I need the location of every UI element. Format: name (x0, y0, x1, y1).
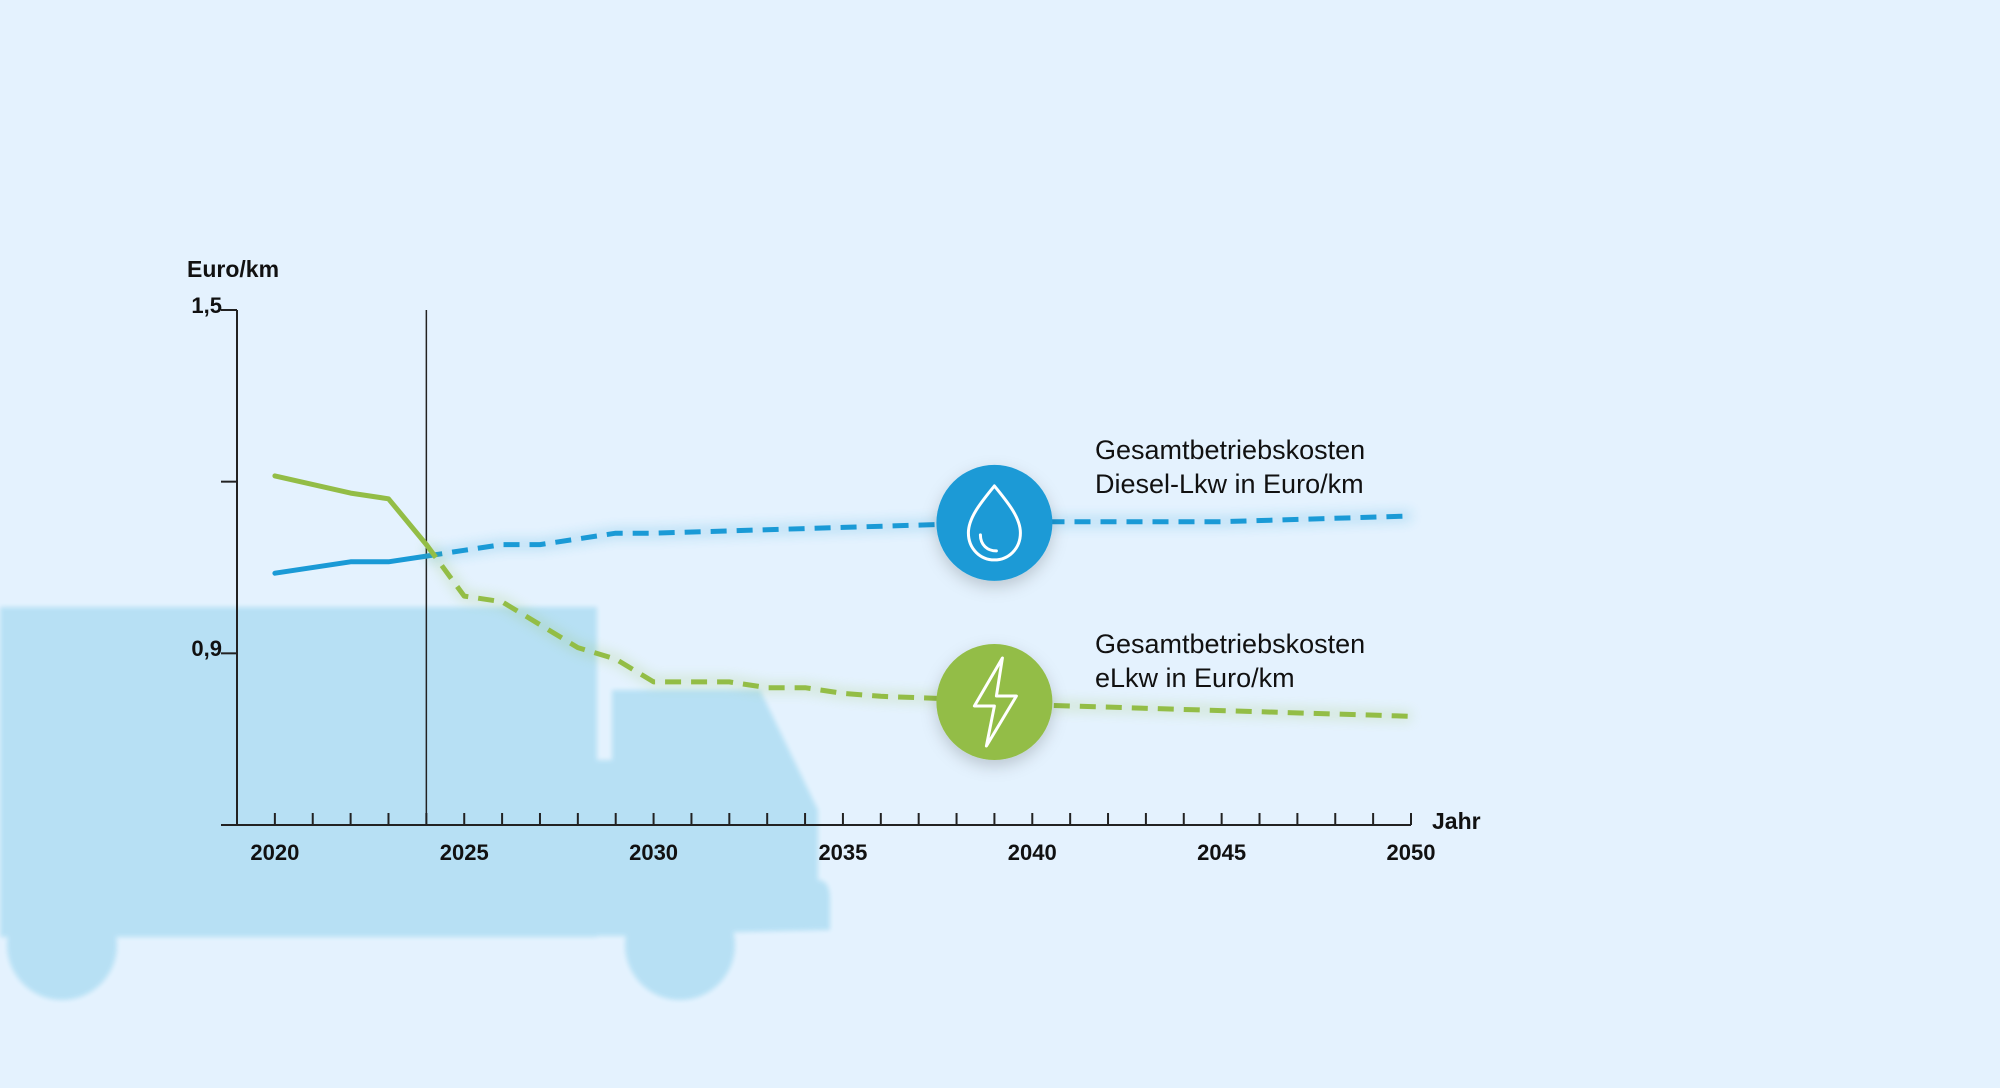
series-line-solid (272, 473, 429, 548)
truck-box (0, 607, 597, 937)
truck-cab-rear (590, 760, 650, 936)
x-axis-label: Jahr (1432, 808, 1481, 834)
lightning-bolt-icon (972, 656, 1018, 748)
x-tick-label: 2030 (629, 840, 679, 865)
y-tick-label: 1,5 (191, 293, 222, 318)
series-diesel (272, 511, 1412, 576)
diesel-badge (936, 464, 1053, 581)
legend-label-diesel: Gesamtbetriebskosten Diesel-Lkw in Euro/… (1095, 433, 1365, 501)
series-line-solid (272, 553, 429, 576)
x-tick-label: 2040 (1007, 840, 1057, 865)
x-tick-label: 2045 (1197, 840, 1247, 865)
truck-silhouette (0, 607, 830, 1000)
legend-label-line: Gesamtbetriebskosten (1095, 435, 1366, 466)
legend-label-line: eLkw in Euro/km (1095, 663, 1295, 694)
legend-label-elkw: Gesamtbetriebskosten eLkw in Euro/km (1095, 627, 1365, 695)
truck-front-wheel (625, 890, 735, 1000)
chart-axes (236, 310, 1411, 826)
x-tick-label: 2035 (818, 840, 868, 865)
y-tick-label: 0,9 (191, 636, 222, 662)
series-line-dashed (424, 543, 1412, 719)
legend-label-line: Diesel-Lkw in Euro/km (1095, 469, 1364, 500)
truck-rear-wheel (7, 890, 117, 1000)
water-drop-icon (966, 484, 1022, 562)
x-tick-label: 2020 (250, 840, 300, 865)
truck-cab (612, 690, 830, 935)
x-tick-label: 2025 (439, 840, 489, 865)
series-line-dashed (426, 513, 1412, 559)
chart-ticks (221, 309, 1412, 826)
elkw-badge-circle (936, 644, 1053, 760)
legend-label-line: Gesamtbetriebskosten (1095, 629, 1366, 660)
diesel-badge-circle (936, 464, 1053, 581)
x-tick-label: 2050 (1386, 840, 1436, 865)
y-axis-label: Euro/km (187, 256, 280, 282)
elkw-badge (936, 644, 1053, 760)
